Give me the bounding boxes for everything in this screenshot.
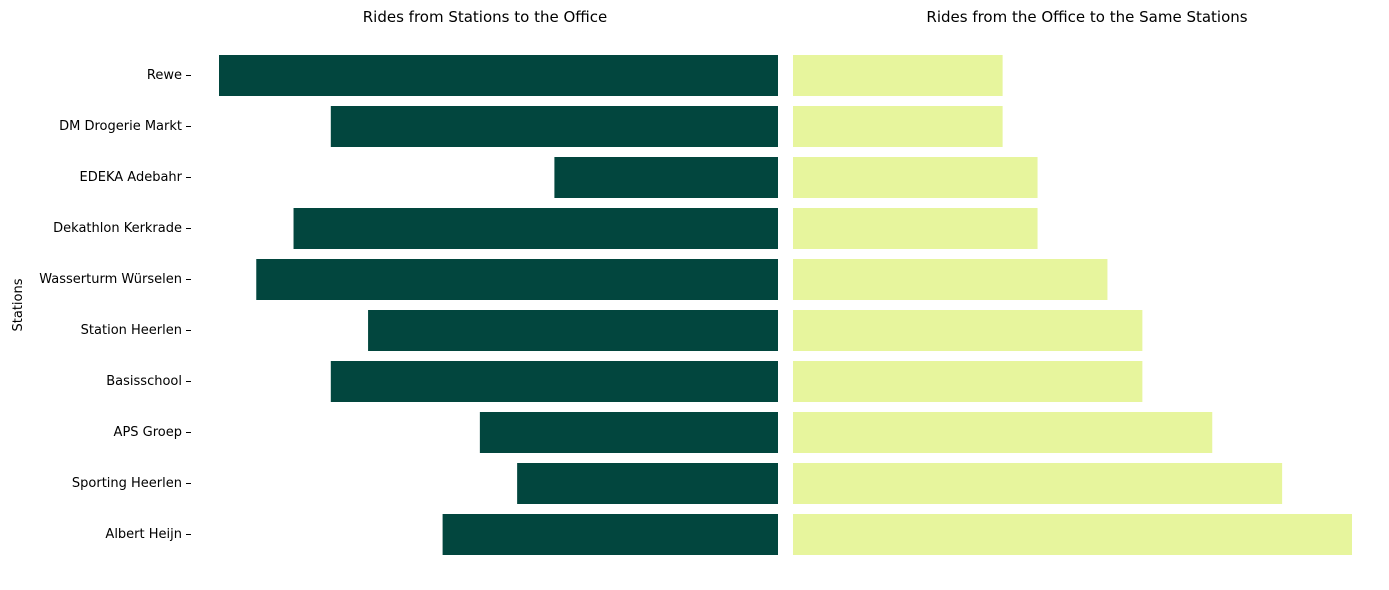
right-bar-0 (793, 55, 1003, 96)
left-bar-4 (256, 259, 778, 300)
y-tick-label-4: Wasserturm Würselen (39, 272, 182, 287)
right-bar-5 (793, 310, 1143, 351)
left-bar-3 (293, 208, 778, 249)
left-bar-7 (479, 412, 778, 453)
y-axis-label: Stations (11, 278, 26, 331)
right-panel-title: Rides from the Office to the Same Statio… (926, 8, 1247, 26)
y-tick-label-9: Albert Heijn (105, 527, 182, 542)
y-tick-label-1: DM Drogerie Markt (59, 119, 182, 134)
y-tick-label-2: EDEKA Adebahr (80, 170, 183, 185)
y-tick-label-3: Dekathlon Kerkrade (53, 221, 182, 236)
left-bar-1 (330, 106, 778, 147)
left-bars-group (219, 55, 778, 555)
y-tick-group: Rewe DM Drogerie Markt EDEKA Adebahr Dekath… (39, 68, 191, 542)
left-bar-9 (442, 514, 778, 555)
left-bar-5 (368, 310, 778, 351)
right-bar-3 (793, 208, 1038, 249)
right-bar-4 (793, 259, 1108, 300)
y-tick-label-0: Rewe (147, 68, 182, 83)
y-tick-label-6: Basisschool (106, 374, 182, 389)
left-bar-6 (330, 361, 778, 402)
y-tick-label-5: Station Heerlen (81, 323, 182, 338)
right-bar-7 (793, 412, 1213, 453)
left-bar-0 (219, 55, 778, 96)
right-bars-group (793, 55, 1352, 555)
left-panel-title: Rides from Stations to the Office (363, 8, 608, 26)
right-bar-9 (793, 514, 1352, 555)
y-tick-label-8: Sporting Heerlen (72, 476, 182, 491)
y-tick-label-7: APS Groep (114, 425, 182, 440)
left-bar-8 (517, 463, 778, 504)
left-bar-2 (554, 157, 778, 198)
right-bar-2 (793, 157, 1038, 198)
right-bar-6 (793, 361, 1143, 402)
right-bar-8 (793, 463, 1283, 504)
right-bar-1 (793, 106, 1003, 147)
